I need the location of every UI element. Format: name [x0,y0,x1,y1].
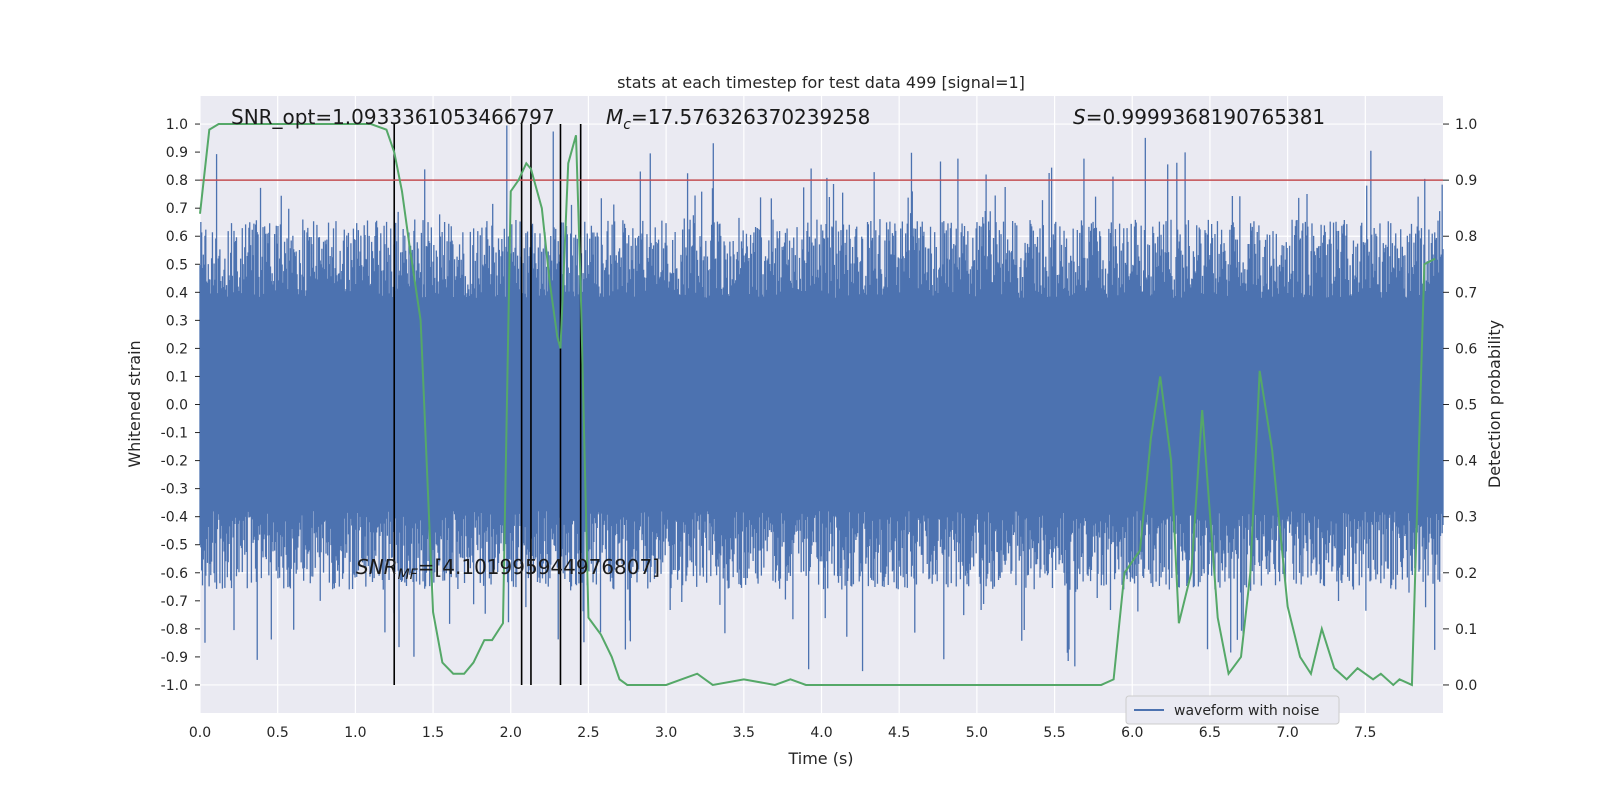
y-tick-label-left: -0.2 [161,454,188,470]
y-tick-label-right: 0.3 [1455,510,1477,526]
detection-markers [393,124,582,685]
y-tick-label-right: 1.0 [1455,117,1477,133]
legend-label: waveform with noise [1174,703,1319,719]
y-tick-label-right: 0.9 [1455,173,1477,189]
x-tick-label: 5.0 [966,725,988,741]
y-tick-label-left: -0.7 [161,594,188,610]
y-tick-label-left: 1.0 [166,117,188,133]
x-tick-label: 0.5 [267,725,289,741]
y-ticks-left: 1.0 0.9 0.8 0.7 0.6 0.5 0.4 0.3 0.2 0.1 0.0 -0.1 -0.… [161,117,200,694]
y-tick-label-right: 0.7 [1455,285,1477,301]
y-tick-label-left: -0.3 [161,482,188,498]
annotation-mc-value: =17.576326370239258 [631,105,870,129]
x-tick-label: 6.5 [1199,725,1221,741]
y-tick-label-left: -0.1 [161,426,188,442]
y-axis-label-left: Whitened strain [125,340,144,467]
y-tick-label-right: 0.8 [1455,229,1477,245]
detection-probability-line [199,123,1436,687]
chart-title: stats at each timestep for test data 499… [617,73,1025,92]
x-tick-label: 2.0 [500,725,522,741]
annotation-s: S=0.9999368190765381 [1073,105,1325,129]
y-tick-label-right: 0.0 [1455,678,1477,694]
y-tick-label-left: 0.6 [166,229,188,245]
y-tick-label-right: 0.4 [1455,454,1477,470]
y-tick-label-right: 0.1 [1455,622,1477,638]
waveform-series [199,125,1444,672]
annotation-mc-subscript: c [623,117,631,133]
annotation-mc-symbol: M [606,105,623,129]
x-tick-label: 6.0 [1121,725,1143,741]
y-tick-label-right: 0.6 [1455,341,1477,357]
annotation-snr-mf-value: =[4.101995944976807] [418,555,660,579]
y-tick-label-left: 0.1 [166,369,188,385]
annotation-s-symbol: S [1073,105,1086,129]
annotation-snr-mf-symbol: SNR [356,555,398,579]
annotation-snr-mf-subscript: MF [398,567,419,583]
x-tick-label: 1.5 [422,725,444,741]
y-tick-label-left: 0.4 [166,285,188,301]
y-tick-label-left: -0.5 [161,538,188,554]
y-axis-label-right: Detection probability [1485,320,1504,488]
waveform-core [200,297,1443,512]
x-tick-label: 7.0 [1276,725,1298,741]
y-tick-label-left: 0.8 [166,173,188,189]
legend-box [1125,695,1340,725]
y-tick-label-left: 0.0 [166,398,188,414]
x-tick-label: 2.5 [577,725,599,741]
legend: waveform with noise [1125,695,1340,725]
y-tick-label-right: 0.2 [1455,566,1477,582]
y-tick-label-left: -0.6 [161,566,188,582]
y-tick-label-left: 0.2 [166,341,188,357]
y-tick-label-left: 0.3 [166,313,188,329]
y-tick-label-left: 0.5 [166,257,188,273]
x-tick-label: 3.5 [733,725,755,741]
y-tick-label-left: -0.8 [161,622,188,638]
x-tick-label: 4.5 [888,725,910,741]
x-tick-label: 5.5 [1043,725,1065,741]
x-tick-label: 3.0 [655,725,677,741]
annotation-snr-mf: SNRMF=[4.101995944976807] [356,555,660,583]
y-ticks-right: 1.0 0.9 0.8 0.7 0.6 0.5 0.4 0.3 0.2 0.1 0.0 [1443,117,1477,694]
y-tick-label-left: 0.9 [166,145,188,161]
y-tick-label-left: -0.9 [161,650,188,666]
x-tick-label: 4.0 [810,725,832,741]
annotation-snr-opt: SNR_opt=1.0933361053466797 [231,105,555,129]
y-tick-label-right: 0.5 [1455,398,1477,414]
x-tick-label: 7.5 [1354,725,1376,741]
annotation-mc: Mc=17.576326370239258 [606,105,870,133]
x-tick-label: 0.0 [189,725,211,741]
detection-probability-series [199,123,1436,687]
y-tick-label-left: -1.0 [161,678,188,694]
x-axis-label: Time (s) [787,749,853,768]
annotation-s-value: =0.9999368190765381 [1086,105,1325,129]
x-ticks: 0.0 0.5 1.0 1.5 2.0 2.5 3.0 3.5 4.0 4.5 5.0 5.5 6.0 6… [189,725,1377,741]
x-tick-label: 1.0 [344,725,366,741]
y-tick-label-left: -0.4 [161,510,188,526]
y-tick-label-left: 0.7 [166,201,188,217]
